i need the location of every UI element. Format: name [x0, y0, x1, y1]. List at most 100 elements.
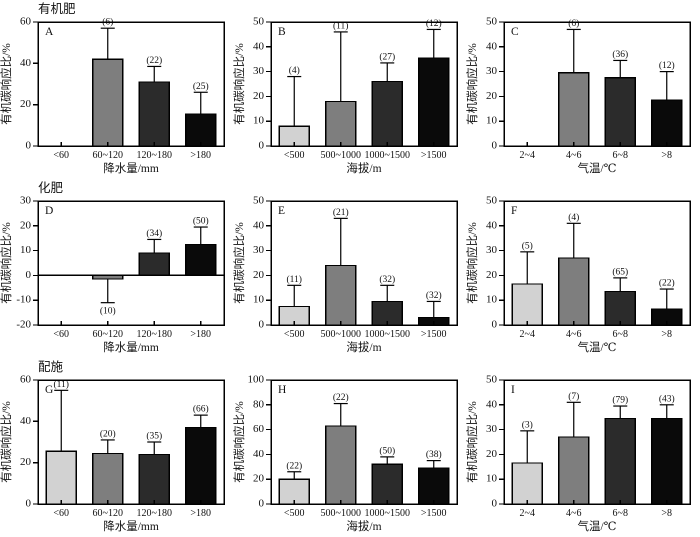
y-tick-label: 30: [20, 195, 32, 207]
bar: [185, 243, 217, 277]
panel-letter: F: [511, 205, 517, 217]
plot-box: [37, 379, 225, 505]
x-tick-label: 2~4: [520, 329, 535, 340]
bar: [371, 80, 403, 147]
y-tick-label: 100: [248, 374, 265, 386]
count-label: (50): [379, 445, 395, 456]
y-tick-label: 50: [486, 374, 498, 386]
bar: [92, 452, 124, 505]
y-axis-title: 有机碳响应比/%: [466, 401, 479, 483]
bar: [511, 283, 543, 326]
x-tick-label: >1500: [421, 329, 447, 340]
count-label: (11): [333, 20, 348, 31]
y-tick-label: 20: [20, 219, 32, 231]
bar: [325, 264, 357, 326]
panel-letter: G: [45, 384, 53, 396]
count-label: (20): [100, 428, 116, 439]
x-tick-label: 4~6: [566, 508, 581, 519]
x-tick-label: 6~8: [613, 150, 628, 161]
x-tick-label: 60~120: [93, 508, 123, 519]
count-label: (27): [379, 51, 395, 62]
panel-letter: A: [45, 26, 54, 38]
x-tick-label: 120~180: [137, 150, 172, 161]
x-axis-title: 气温/℃: [577, 161, 616, 175]
panel-E: (11) (21) (32) (32) 0 10 20 30 40 50 <500 500~1000 1…: [233, 195, 458, 354]
plot-box: [270, 379, 458, 505]
row-title: 有机肥: [38, 2, 76, 16]
panel-D: 化肥 (10) (34) (50) -20 -10 0 10 20 30 <60 60~120 120~…: [0, 181, 225, 354]
y-axis-title: 有机碳响应比/%: [233, 222, 246, 304]
y-tick-label: 0: [26, 140, 32, 152]
count-label: (7): [568, 391, 579, 402]
y-axis-title: 有机碳响应比/%: [0, 43, 13, 125]
bar: [604, 290, 636, 326]
y-axis-title: 有机碳响应比/%: [466, 43, 479, 125]
panel-letter: B: [278, 26, 286, 38]
x-tick-label: 500~1000: [321, 329, 361, 340]
x-axis-title: 气温/℃: [577, 340, 616, 354]
count-label: (22): [333, 392, 349, 403]
y-tick-label: 40: [253, 219, 265, 231]
y-tick-label: 60: [253, 423, 265, 435]
y-tick-label: 0: [492, 140, 498, 152]
y-tick-label: 30: [486, 65, 498, 77]
count-label: (36): [612, 49, 628, 60]
count-label: (22): [659, 278, 675, 289]
y-tick-label: 40: [253, 448, 265, 460]
bar: [45, 450, 77, 505]
x-tick-label: 6~8: [613, 508, 628, 519]
x-tick-label: 1000~1500: [365, 150, 410, 161]
panel-letter: C: [511, 26, 519, 38]
bar: [558, 257, 590, 326]
y-tick-label: 30: [486, 423, 498, 435]
panel-I: (3) (7) (79) (43) 0 10 20 30 40 50 2~4 4~6 6~8 >8 I 气温/…: [466, 374, 691, 533]
bar: [371, 463, 403, 505]
bar: [138, 453, 170, 505]
panel-letter: D: [45, 205, 53, 217]
y-tick-label: 40: [20, 57, 32, 69]
panel-G: 配施 (11) (20) (35) (66) 0 20 40 60 <60 60~120 120~18…: [0, 360, 225, 533]
plot-box: [37, 200, 225, 326]
count-label: (32): [379, 274, 395, 285]
y-tick-label: 40: [486, 398, 498, 410]
x-tick-label: <60: [53, 508, 69, 519]
y-tick-label: 40: [486, 219, 498, 231]
x-tick-label: <500: [284, 329, 305, 340]
count-label: (66): [193, 404, 209, 415]
y-tick-label: -20: [16, 319, 31, 331]
bar: [511, 462, 543, 505]
x-tick-label: 60~120: [93, 150, 123, 161]
y-tick-label: 40: [253, 40, 265, 52]
count-label: (3): [522, 419, 533, 430]
panel-letter: H: [278, 384, 286, 396]
count-label: (12): [426, 18, 442, 29]
x-axis-title: 海拔/m: [346, 340, 381, 354]
count-label: (10): [100, 306, 116, 317]
bar: [278, 478, 310, 505]
y-axis-title: 有机碳响应比/%: [0, 401, 13, 483]
x-tick-label: 60~120: [93, 329, 123, 340]
panel-letter: E: [278, 205, 285, 217]
x-tick-label: 6~8: [613, 329, 628, 340]
plot-box: [503, 200, 691, 326]
y-tick-label: 40: [20, 415, 32, 427]
count-label: (79): [612, 395, 628, 406]
count-label: (11): [54, 379, 69, 390]
y-tick-label: 10: [486, 294, 498, 306]
count-label: (4): [289, 65, 300, 76]
bar: [604, 77, 636, 147]
count-label: (4): [568, 212, 579, 223]
y-tick-label: 20: [486, 90, 498, 102]
y-tick-label: 20: [253, 473, 265, 485]
x-tick-label: >1500: [421, 150, 447, 161]
y-tick-label: 20: [253, 269, 265, 281]
row-title: 配施: [38, 360, 64, 374]
count-label: (50): [193, 216, 209, 227]
y-tick-label: 0: [492, 319, 498, 331]
plot-box: [270, 21, 458, 147]
bar: [651, 417, 683, 505]
y-tick-label: 50: [486, 16, 498, 28]
bar: [418, 57, 450, 147]
x-tick-label: 120~180: [137, 508, 172, 519]
